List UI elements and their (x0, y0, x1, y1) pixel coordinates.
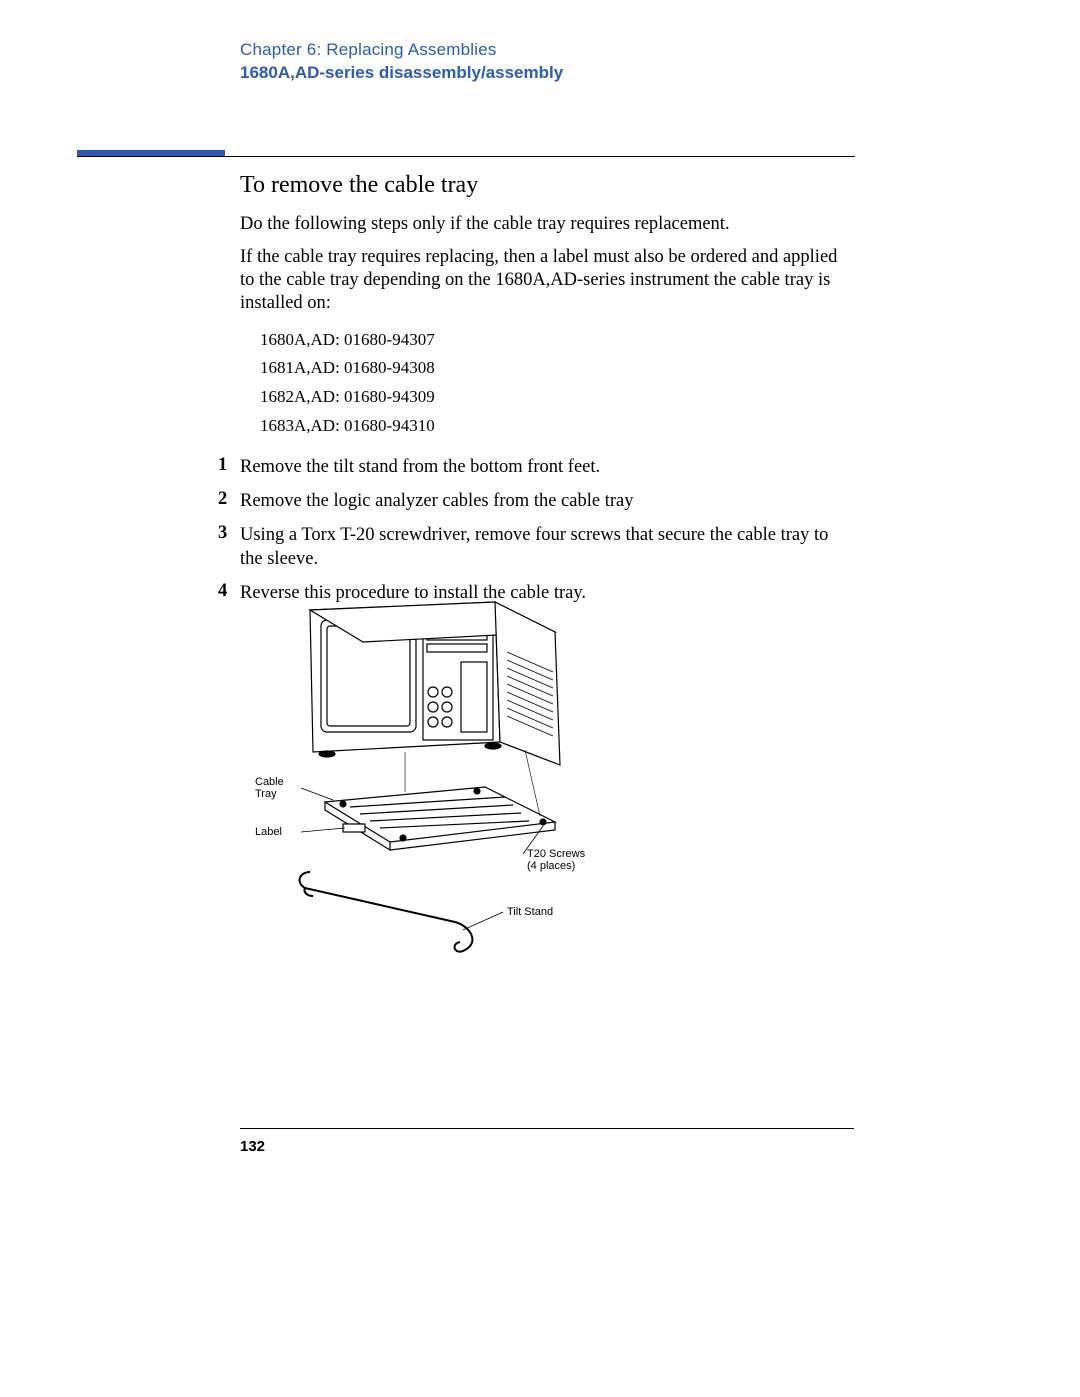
step-item: 3 Using a Torx T-20 screwdriver, remove … (240, 523, 854, 571)
part-number: 1681A,AD: 01680-94308 (260, 354, 854, 383)
intro-paragraph: Do the following steps only if the cable… (240, 213, 854, 236)
part-number: 1682A,AD: 01680-94309 (260, 383, 854, 412)
divider-line (77, 156, 855, 157)
figure-label-label: Label (255, 826, 282, 838)
step-text: Remove the tilt stand from the bottom fr… (240, 455, 600, 479)
chapter-heading: Chapter 6: Replacing Assemblies (240, 40, 563, 60)
step-number: 1 (218, 455, 240, 479)
step-text: Remove the logic analyzer cables from th… (240, 489, 633, 513)
part-number: 1680A,AD: 01680-94307 (260, 326, 854, 355)
page-number: 132 (240, 1138, 265, 1155)
step-item: 1 Remove the tilt stand from the bottom … (240, 455, 854, 479)
note-paragraph: If the cable tray requires replacing, th… (240, 246, 854, 315)
figure-label-cable-tray: Cable Tray (255, 776, 284, 800)
step-number: 4 (218, 581, 240, 605)
step-text: Using a Torx T-20 screwdriver, remove fo… (240, 523, 854, 571)
assembly-figure: Cable Tray Label T20 Screws (4 places) T… (255, 592, 795, 962)
step-number: 2 (218, 489, 240, 513)
figure-label-tilt-stand: Tilt Stand (507, 906, 553, 918)
part-number-list: 1680A,AD: 01680-94307 1681A,AD: 01680-94… (260, 326, 854, 442)
figure-label-screws: T20 Screws (4 places) (527, 848, 585, 872)
part-number: 1683A,AD: 01680-94310 (260, 412, 854, 441)
page-title: To remove the cable tray (240, 172, 854, 199)
section-heading: 1680A,AD-series disassembly/assembly (240, 63, 563, 83)
footer-rule (240, 1128, 854, 1129)
step-number: 3 (218, 523, 240, 571)
steps-list: 1 Remove the tilt stand from the bottom … (240, 455, 854, 605)
step-item: 2 Remove the logic analyzer cables from … (240, 489, 854, 513)
